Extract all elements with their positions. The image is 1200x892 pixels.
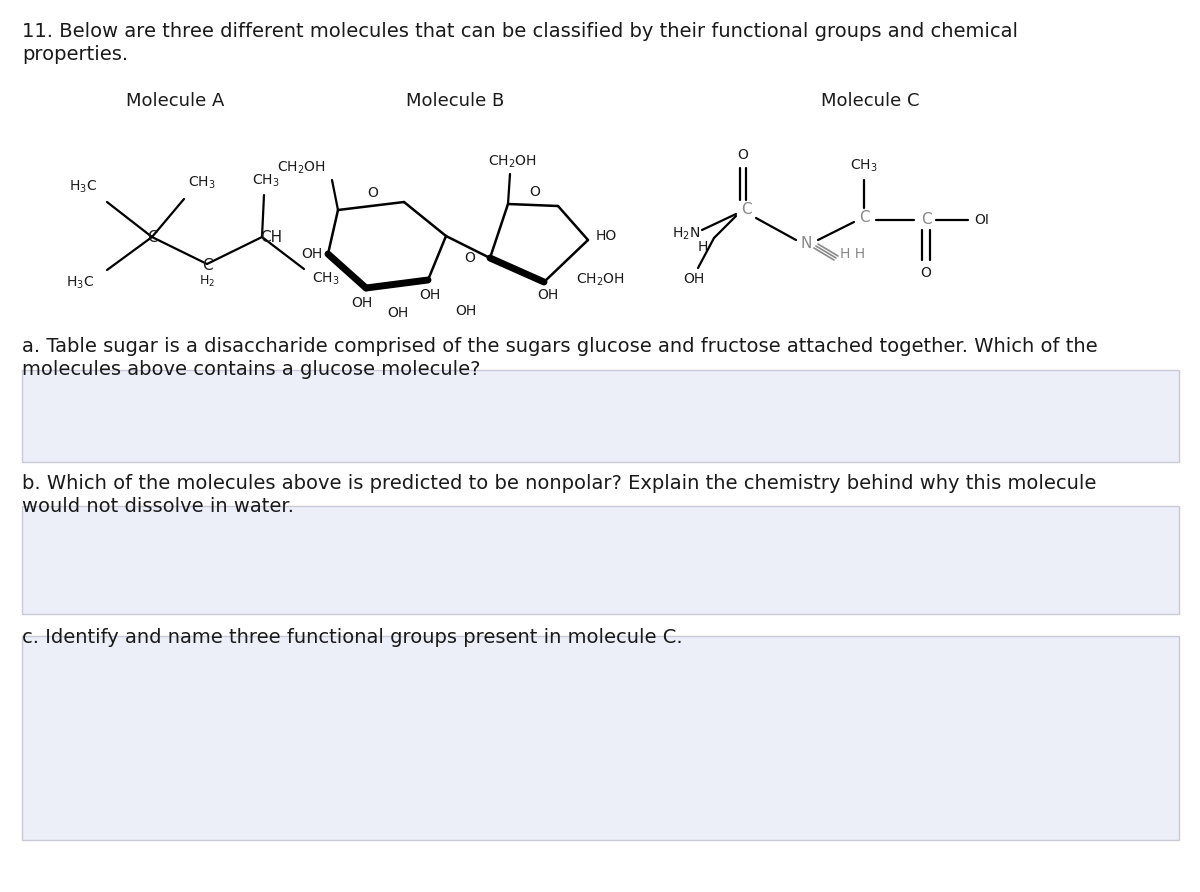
- Text: C: C: [202, 258, 212, 273]
- Text: OI: OI: [974, 213, 989, 227]
- Text: H$_2$N: H$_2$N: [672, 226, 700, 243]
- Text: 11. Below are three different molecules that can be classified by their function: 11. Below are three different molecules …: [22, 22, 1018, 41]
- Text: CH$_2$OH: CH$_2$OH: [576, 272, 625, 288]
- Text: b. Which of the molecules above is predicted to be nonpolar? Explain the chemist: b. Which of the molecules above is predi…: [22, 474, 1097, 493]
- Text: H H: H H: [840, 247, 865, 261]
- Text: O: O: [738, 148, 749, 162]
- Text: Molecule B: Molecule B: [406, 92, 504, 110]
- Text: Molecule A: Molecule A: [126, 92, 224, 110]
- Text: HO: HO: [596, 229, 617, 243]
- Text: C: C: [740, 202, 751, 218]
- Text: O: O: [920, 266, 931, 280]
- FancyBboxPatch shape: [22, 506, 1178, 614]
- Text: OH: OH: [455, 304, 476, 318]
- Text: c. Identify and name three functional groups present in molecule C.: c. Identify and name three functional gr…: [22, 628, 683, 647]
- Text: would not dissolve in water.: would not dissolve in water.: [22, 497, 294, 516]
- Text: CH$_3$: CH$_3$: [850, 158, 878, 174]
- Text: H$_3$C: H$_3$C: [68, 178, 97, 195]
- Text: CH: CH: [260, 229, 282, 244]
- Text: C: C: [146, 229, 157, 244]
- Text: molecules above contains a glucose molecule?: molecules above contains a glucose molec…: [22, 360, 480, 379]
- Text: CH$_2$OH: CH$_2$OH: [487, 153, 536, 170]
- Text: CH$_3$: CH$_3$: [188, 175, 216, 191]
- Text: O: O: [529, 185, 540, 199]
- Text: CH$_2$OH: CH$_2$OH: [277, 160, 326, 176]
- Text: CH$_3$: CH$_3$: [312, 271, 340, 287]
- FancyBboxPatch shape: [22, 636, 1178, 840]
- Text: OH: OH: [538, 288, 559, 302]
- Text: C: C: [920, 212, 931, 227]
- Text: N: N: [800, 236, 811, 252]
- Text: H$_3$C: H$_3$C: [66, 275, 94, 292]
- Text: O: O: [367, 186, 378, 200]
- Text: OH: OH: [388, 306, 409, 320]
- Text: properties.: properties.: [22, 45, 128, 64]
- Text: CH$_3$: CH$_3$: [252, 172, 280, 189]
- Text: O: O: [464, 251, 475, 265]
- Text: Molecule C: Molecule C: [821, 92, 919, 110]
- Text: H$_2$: H$_2$: [199, 274, 215, 289]
- Text: OH: OH: [683, 272, 704, 286]
- Text: a. Table sugar is a disaccharide comprised of the sugars glucose and fructose at: a. Table sugar is a disaccharide compris…: [22, 337, 1098, 356]
- Text: OH: OH: [352, 296, 373, 310]
- Text: C: C: [859, 211, 869, 226]
- FancyBboxPatch shape: [22, 370, 1178, 462]
- Text: H: H: [697, 240, 708, 254]
- Text: OH: OH: [301, 247, 322, 261]
- Text: OH: OH: [419, 288, 440, 302]
